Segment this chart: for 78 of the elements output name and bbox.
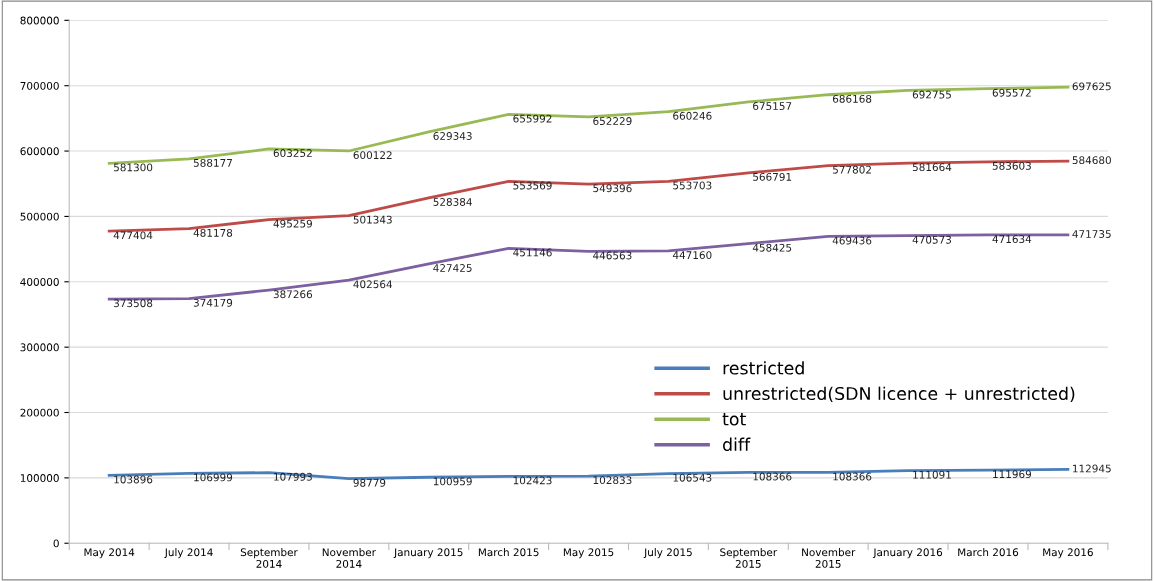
data-label: 584680 <box>1072 156 1111 165</box>
data-label: 387266 <box>273 290 313 299</box>
data-label: 655992 <box>513 114 552 123</box>
data-label: 451146 <box>513 248 552 257</box>
data-label: 581300 <box>113 163 153 172</box>
legend-label: unrestricted(SDN licence + unrestricted) <box>723 386 1075 403</box>
data-label: 581664 <box>912 163 952 172</box>
data-label: 686168 <box>832 94 872 103</box>
data-label: 549396 <box>593 184 632 193</box>
data-label: 103896 <box>114 475 153 484</box>
data-label: 402564 <box>353 280 393 289</box>
data-label: 481178 <box>193 228 233 237</box>
data-label: 501343 <box>353 215 392 224</box>
data-label: 660246 <box>673 111 712 120</box>
x-tick-label: September 2014 <box>240 548 298 568</box>
x-tick-label: September 2015 <box>720 548 778 568</box>
x-tick-label: March 2015 <box>478 548 539 557</box>
data-label: 577802 <box>833 165 871 174</box>
data-label: 446563 <box>593 251 632 260</box>
data-label: 477404 <box>113 231 153 240</box>
data-label: 588177 <box>193 158 232 167</box>
data-label: 692755 <box>912 90 951 99</box>
data-label: 566791 <box>753 172 792 181</box>
x-tick-label: July 2014 <box>164 548 213 559</box>
data-label: 469436 <box>832 236 872 245</box>
y-tick-label: 100000 <box>20 474 59 482</box>
data-label: 107993 <box>274 472 312 481</box>
x-tick-label: January 2016 <box>872 548 943 559</box>
data-label: 373508 <box>113 299 153 308</box>
data-label: 108366 <box>753 472 792 481</box>
x-tick-label: November 2014 <box>322 548 376 568</box>
data-label: 447160 <box>672 251 712 260</box>
data-label: 495259 <box>273 219 312 228</box>
legend-label: tot <box>722 413 746 426</box>
data-label: 553703 <box>673 181 712 190</box>
data-label: 652229 <box>593 117 632 125</box>
data-label: 695572 <box>992 88 1031 97</box>
data-label: 553569 <box>513 181 552 190</box>
data-label: 471634 <box>992 235 1032 244</box>
x-tick-label: November 2015 <box>802 548 856 568</box>
y-tick-label: 0 <box>53 539 59 548</box>
data-label: 675157 <box>753 102 792 110</box>
y-tick-label: 800000 <box>20 16 59 25</box>
data-label: 111969 <box>993 470 1032 479</box>
data-label: 470573 <box>912 235 952 244</box>
data-label: 112945 <box>1073 464 1111 473</box>
x-tick-label: May 2015 <box>563 548 614 559</box>
data-label: 374179 <box>193 298 233 307</box>
data-label: 629343 <box>433 132 472 140</box>
y-tick-label: 600000 <box>20 147 59 156</box>
y-tick-label: 200000 <box>20 408 59 417</box>
data-label: 106999 <box>194 473 233 482</box>
data-label: 98779 <box>353 478 386 487</box>
data-label: 458425 <box>752 243 792 252</box>
x-tick-label: May 2016 <box>1043 548 1093 559</box>
data-label: 600122 <box>353 151 392 160</box>
y-tick-label: 700000 <box>20 81 59 90</box>
legend-label: restricted <box>723 361 804 375</box>
data-label: 100959 <box>433 477 472 486</box>
data-label: 108366 <box>833 472 872 481</box>
data-label: 603252 <box>273 149 312 157</box>
data-label: 102423 <box>513 476 552 485</box>
x-tick-label: March 2016 <box>958 548 1019 557</box>
x-tick-label: May 2014 <box>84 548 135 559</box>
legend-label: diff <box>723 437 751 452</box>
data-label: 427425 <box>433 264 472 272</box>
data-label: 528384 <box>433 198 472 206</box>
data-label: 697625 <box>1072 82 1111 91</box>
y-tick-label: 400000 <box>20 278 59 286</box>
y-tick-label: 300000 <box>20 343 59 352</box>
data-label: 102833 <box>593 476 632 485</box>
data-label: 111091 <box>913 470 951 479</box>
data-label: 106543 <box>673 473 712 482</box>
data-label: 471735 <box>1072 230 1111 238</box>
x-tick-label: July 2015 <box>643 548 692 559</box>
y-tick-label: 500000 <box>20 212 59 221</box>
x-tick-label: January 2015 <box>393 548 463 559</box>
data-label: 583603 <box>992 161 1031 170</box>
